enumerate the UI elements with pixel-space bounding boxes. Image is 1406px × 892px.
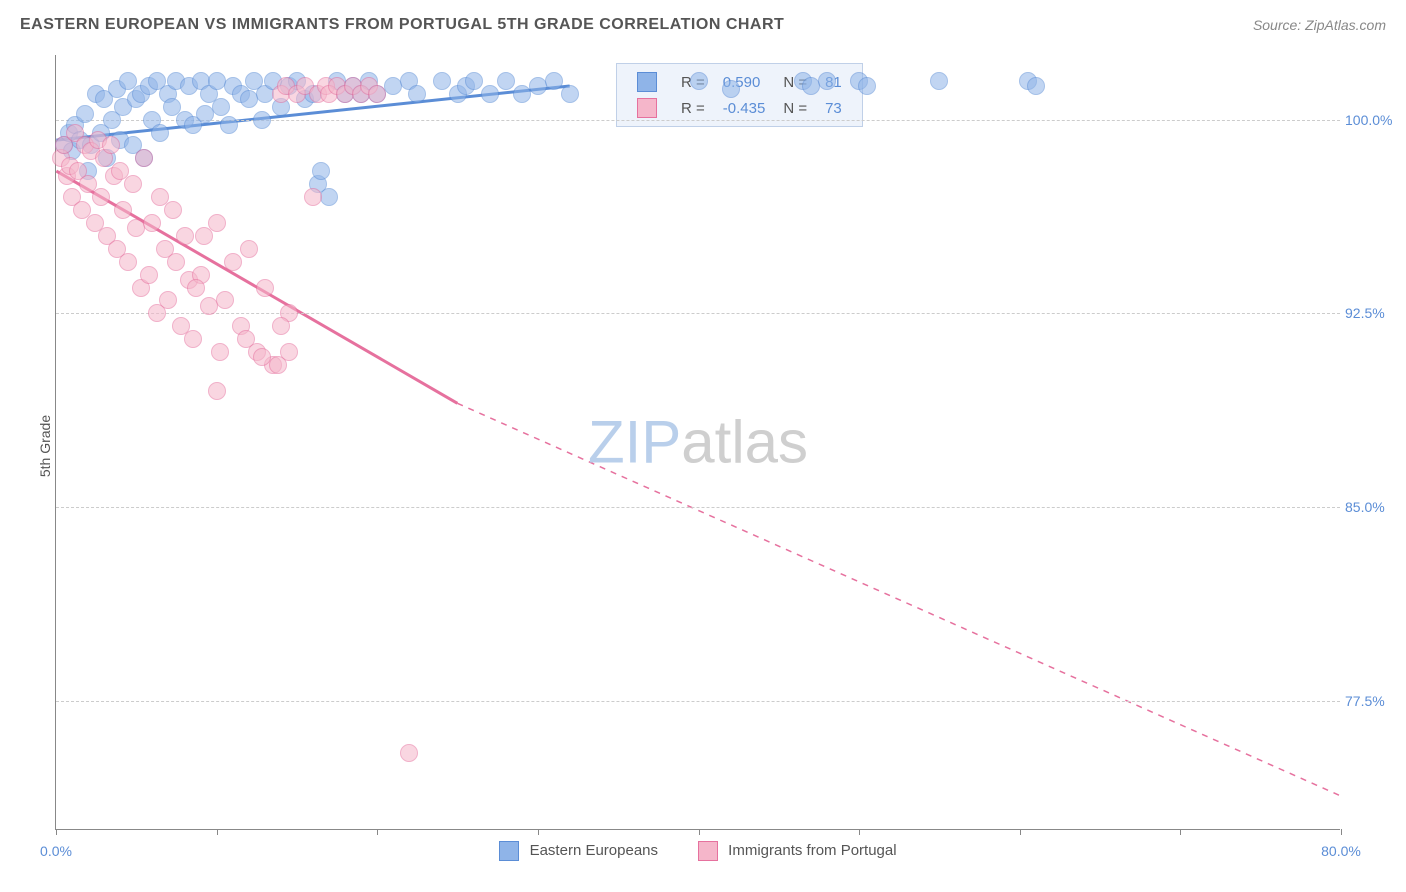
data-point bbox=[164, 201, 182, 219]
data-point bbox=[253, 111, 271, 129]
data-point bbox=[433, 72, 451, 90]
data-point bbox=[211, 343, 229, 361]
data-point bbox=[465, 72, 483, 90]
data-point bbox=[187, 279, 205, 297]
data-point bbox=[220, 116, 238, 134]
data-point bbox=[818, 72, 836, 90]
x-tick bbox=[1020, 829, 1021, 835]
x-tick-label: 80.0% bbox=[1321, 843, 1361, 859]
data-point bbox=[143, 214, 161, 232]
data-point bbox=[195, 227, 213, 245]
data-point bbox=[212, 98, 230, 116]
data-point bbox=[224, 253, 242, 271]
x-tick bbox=[56, 829, 57, 835]
legend-swatch bbox=[499, 841, 519, 861]
data-point bbox=[140, 266, 158, 284]
data-point bbox=[151, 124, 169, 142]
x-tick bbox=[538, 829, 539, 835]
data-point bbox=[930, 72, 948, 90]
data-point bbox=[159, 291, 177, 309]
trend-lines bbox=[56, 55, 1340, 829]
r-label: R = bbox=[673, 96, 713, 120]
x-tick bbox=[1180, 829, 1181, 835]
data-point bbox=[124, 175, 142, 193]
r-value: -0.435 bbox=[715, 96, 774, 120]
data-point bbox=[408, 85, 426, 103]
y-tick-label: 100.0% bbox=[1345, 112, 1395, 128]
data-point bbox=[858, 77, 876, 95]
data-point bbox=[237, 330, 255, 348]
data-point bbox=[216, 291, 234, 309]
gridline bbox=[56, 313, 1340, 314]
data-point bbox=[135, 149, 153, 167]
data-point bbox=[280, 343, 298, 361]
data-point bbox=[304, 188, 322, 206]
x-tick bbox=[377, 829, 378, 835]
data-point bbox=[545, 72, 563, 90]
data-point bbox=[1027, 77, 1045, 95]
data-point bbox=[272, 317, 290, 335]
data-point bbox=[176, 227, 194, 245]
legend-item: Immigrants from Portugal bbox=[698, 842, 897, 859]
chart-title: EASTERN EUROPEAN VS IMMIGRANTS FROM PORT… bbox=[20, 16, 784, 34]
n-value: 73 bbox=[817, 96, 850, 120]
x-tick bbox=[859, 829, 860, 835]
data-point bbox=[690, 72, 708, 90]
gridline bbox=[56, 507, 1340, 508]
legend-item: Eastern Europeans bbox=[499, 842, 658, 859]
series-legend: Eastern Europeans Immigrants from Portug… bbox=[56, 841, 1340, 861]
legend-swatch bbox=[637, 98, 657, 118]
data-point bbox=[167, 253, 185, 271]
data-point bbox=[76, 105, 94, 123]
data-point bbox=[400, 744, 418, 762]
data-point bbox=[102, 136, 120, 154]
data-point bbox=[119, 253, 137, 271]
data-point bbox=[320, 188, 338, 206]
x-tick-label: 0.0% bbox=[40, 843, 72, 859]
data-point bbox=[208, 382, 226, 400]
data-point bbox=[722, 80, 740, 98]
legend-row: R =-0.435N =73 bbox=[629, 96, 850, 120]
chart-source: Source: ZipAtlas.com bbox=[1253, 17, 1386, 33]
data-point bbox=[184, 330, 202, 348]
legend-swatch bbox=[698, 841, 718, 861]
data-point bbox=[497, 72, 515, 90]
chart-header: EASTERN EUROPEAN VS IMMIGRANTS FROM PORT… bbox=[0, 0, 1406, 40]
legend-swatch bbox=[637, 72, 657, 92]
y-tick-label: 92.5% bbox=[1345, 305, 1395, 321]
y-tick-label: 85.0% bbox=[1345, 499, 1395, 515]
data-point bbox=[92, 188, 110, 206]
data-point bbox=[240, 240, 258, 258]
data-point bbox=[256, 279, 274, 297]
data-point bbox=[114, 201, 132, 219]
data-point bbox=[481, 85, 499, 103]
y-axis-label: 5th Grade bbox=[37, 415, 53, 477]
gridline bbox=[56, 120, 1340, 121]
x-tick bbox=[1341, 829, 1342, 835]
data-point bbox=[312, 162, 330, 180]
x-tick bbox=[699, 829, 700, 835]
gridline bbox=[56, 701, 1340, 702]
data-point bbox=[368, 85, 386, 103]
plot-area: ZIPatlas R =0.590N =81R =-0.435N =73 Eas… bbox=[55, 55, 1340, 830]
watermark: ZIPatlas bbox=[588, 408, 808, 477]
n-label: N = bbox=[775, 96, 815, 120]
x-tick bbox=[217, 829, 218, 835]
y-tick-label: 77.5% bbox=[1345, 693, 1395, 709]
data-point bbox=[561, 85, 579, 103]
